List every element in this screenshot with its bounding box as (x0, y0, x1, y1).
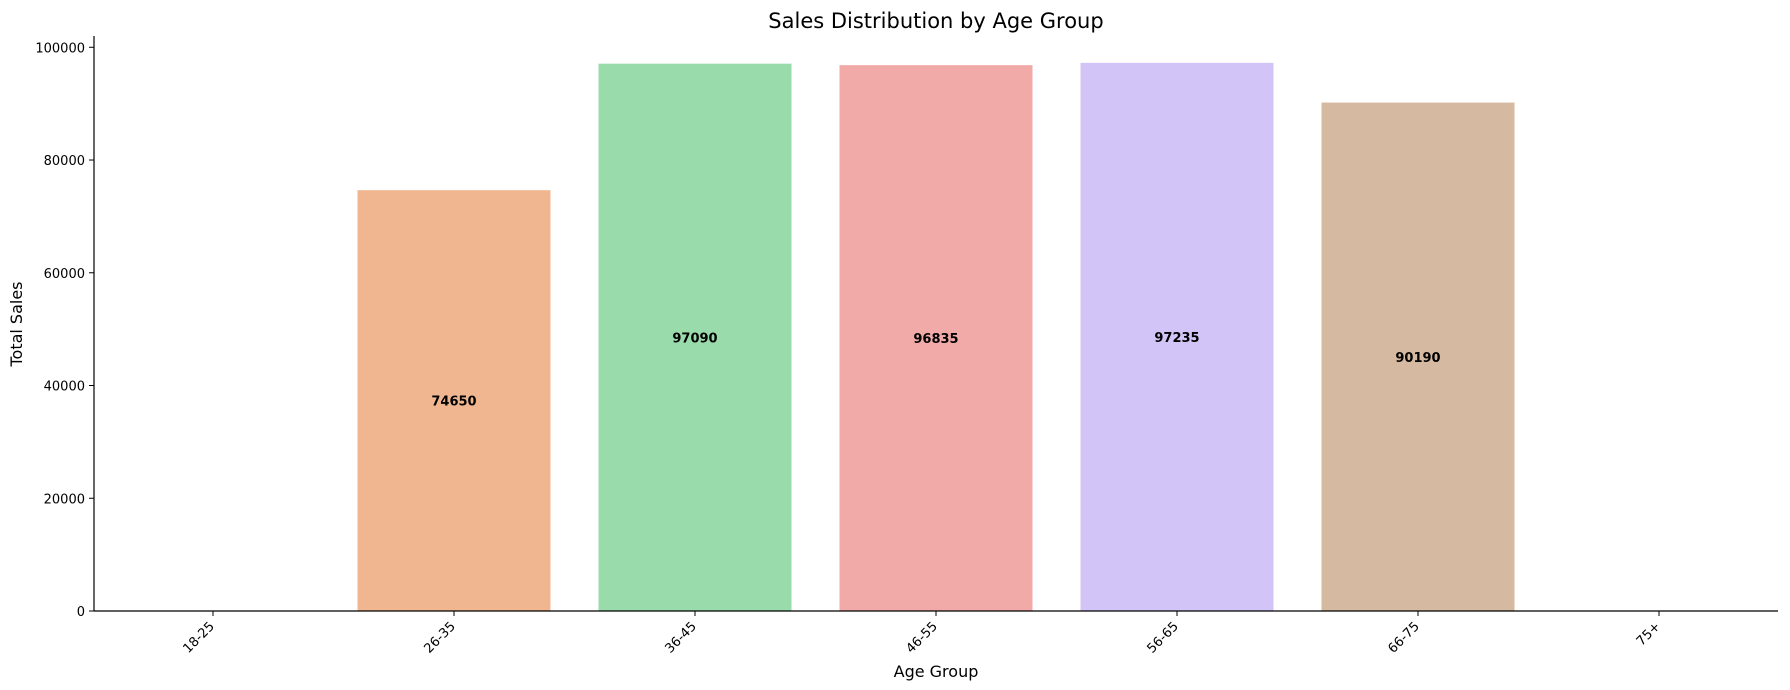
y-tick-label: 0 (77, 605, 85, 620)
x-tick-label: 26-35 (422, 619, 459, 656)
chart-title: Sales Distribution by Age Group (768, 9, 1103, 33)
y-tick-label: 100000 (35, 41, 85, 56)
bar-56-65 (1080, 62, 1274, 612)
x-axis-label: Age Group (894, 662, 979, 681)
data-label-46-55: 96835 (913, 332, 958, 347)
x-tick-label: 75+ (1634, 619, 1664, 649)
y-tick-label: 20000 (44, 492, 85, 507)
y-tick-label: 40000 (44, 380, 85, 395)
x-tick-label: 66-75 (1386, 619, 1423, 656)
y-axis-ticks: 0 20000 40000 60000 80000 100000 (35, 41, 94, 620)
data-label-56-65: 97235 (1154, 331, 1199, 346)
data-label-66-75: 90190 (1395, 351, 1440, 366)
x-tick-label: 56-65 (1145, 619, 1182, 656)
x-tick-label: 36-45 (663, 619, 700, 656)
data-label-26-35: 74650 (431, 395, 476, 410)
y-axis-label: Total Sales (7, 281, 26, 367)
bar-46-55 (839, 65, 1033, 611)
bar-66-75 (1321, 102, 1515, 611)
bars-group (357, 62, 1515, 612)
x-tick-label: 18-25 (181, 619, 218, 656)
x-tick-label: 46-55 (904, 619, 941, 656)
data-label-36-45: 97090 (672, 331, 717, 346)
data-labels-group: 74650 97090 96835 97235 90190 (431, 331, 1440, 410)
y-tick-label: 60000 (44, 267, 85, 282)
x-axis-ticks: 18-25 26-35 36-45 46-55 56-65 66-75 75+ (181, 611, 1664, 657)
bar-26-35 (357, 190, 551, 611)
bar-36-45 (598, 63, 792, 612)
y-tick-label: 80000 (44, 154, 85, 169)
